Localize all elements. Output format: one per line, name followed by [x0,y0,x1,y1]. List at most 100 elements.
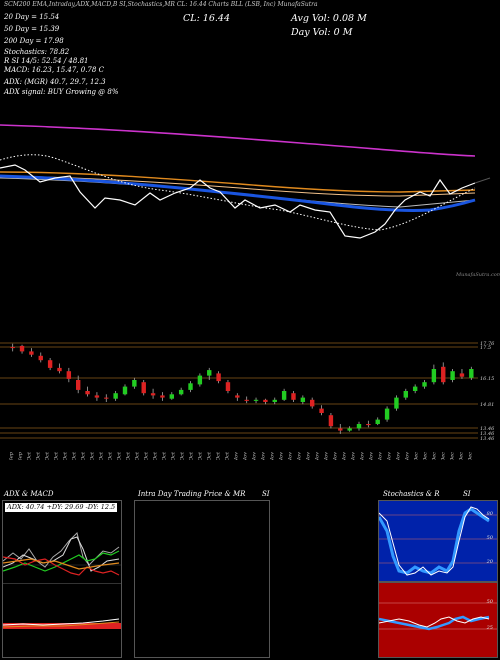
price-line-tail [474,177,491,184]
stochastics-label: Stochastics: 78.82 [4,48,70,56]
date-label: 07 Oct [63,451,69,460]
date-label: 28 Oct [198,451,204,460]
date-label: 20 Nov [351,452,357,460]
date-label: 27 Sep [9,451,15,460]
candle-body [38,355,43,361]
intra-panel-si: SI [262,490,270,498]
date-label: 21 Oct [153,451,159,460]
date-label: 08 Oct [72,451,78,460]
rsi-level-50: 50 [486,599,493,605]
candle-body [300,397,306,402]
rsi-label: R SI 14/5: 52.54 / 48.81 [4,57,89,65]
stoch-level-50: 50 [486,535,493,541]
candle-body [291,393,296,400]
price-level-label: 14.81 [480,402,494,408]
adx-lines [3,532,121,629]
candle-body [459,373,465,377]
date-label: 26 Nov [387,452,393,460]
stochastics-panel: 80 50 20 [378,500,498,582]
ema50-label: 50 Day = 15.39 [4,25,60,33]
header-top-line: SCM200 EMA,Intraday,ADX,MACD,B SI,Stocha… [4,1,318,8]
price-level-label: 17.5 [480,345,491,351]
stoch-level-80: 80 [486,511,493,517]
date-label: 22 Oct [162,451,168,460]
candle-body [169,394,174,399]
candle-body [66,371,72,379]
candle-body [104,397,109,399]
candle-body [263,399,268,402]
date-label: 07 Nov [270,452,276,460]
date-label: 15 Oct [117,451,123,460]
candle-body [19,345,25,352]
date-label: 09 Oct [81,451,87,460]
avg-volume: Avg Vol: 0.08 M [291,13,367,24]
price-level-label: 16.15 [480,376,494,382]
ema20-label: 20 Day = 15.54 [4,13,60,21]
candle-body [347,428,352,431]
date-label: 18 Nov [333,452,339,460]
price-level-label: 13.46 [480,426,495,432]
date-label: 08 Nov [279,452,285,460]
candle-body [272,399,277,402]
candle-body [412,386,418,391]
candle-body [76,380,81,390]
date-label: 21 Nov [360,452,366,460]
date-label: 02 Dec [414,452,420,460]
stoch-panel-si: SI [463,490,471,498]
ema-blue-line [0,174,476,213]
candle-body [132,380,137,387]
ema200-line [0,124,476,157]
candle-body [178,389,184,395]
candle-body [57,367,62,372]
candle-body [469,369,474,378]
adx-macd-panel: ADX: 40.74 +DY: 29.69 -DY: 12.5 [2,500,122,658]
candle-body [216,373,221,382]
date-label: 02 Oct [36,451,42,460]
candle-body [422,382,427,387]
candle-body [160,395,165,398]
date-label: 18 Oct [144,451,150,460]
date-label: 03 Oct [45,451,51,460]
price-level-label: 13.46 [480,431,495,437]
date-label: 30 Sep [18,451,24,460]
close-price: CL: 16.44 [183,13,230,24]
price-level-label: 13.46 [480,436,495,442]
candle-body [328,415,334,427]
date-label: 31 Oct [225,451,231,460]
candle-body [310,399,315,407]
date-label: 30 Oct [216,451,222,460]
date-label: 27 Nov [396,452,402,460]
date-label: 25 Oct [189,451,195,460]
date-label: 22 Nov [369,452,375,460]
date-label: 01 Oct [27,451,33,460]
date-label: 13 Nov [306,452,312,460]
stoch-level-20: 20 [486,559,493,565]
date-label: 24 Oct [180,451,186,460]
date-label: 05 Dec [441,452,447,460]
candle-body [122,386,128,395]
candle-body [244,399,249,401]
candle-body [207,370,212,376]
candle-body [188,383,193,390]
candle-body [29,351,34,355]
candle-body [150,393,156,396]
candle-body [10,347,15,349]
candle-body [253,399,259,401]
date-label: 04 Dec [432,452,438,460]
intraday-panel [134,500,270,658]
candle-body [94,395,100,398]
candle-body [319,408,324,413]
svg-text:MunafaSutra.com: MunafaSutra.com [455,272,500,278]
candle-body [403,391,408,398]
rsi-level-25: 25 [486,625,493,631]
candle-body [225,382,231,391]
date-label: 19 Nov [342,452,348,460]
ema-orange-line [0,171,476,193]
date-label: 14 Oct [108,451,114,460]
ema200-label: 200 Day = 17.98 [4,37,64,45]
day-volume: Day Vol: 0 M [291,27,353,38]
price-line [0,164,476,239]
candle-body [384,408,390,420]
stochastics-lines [379,506,497,576]
candle-body [394,397,399,409]
